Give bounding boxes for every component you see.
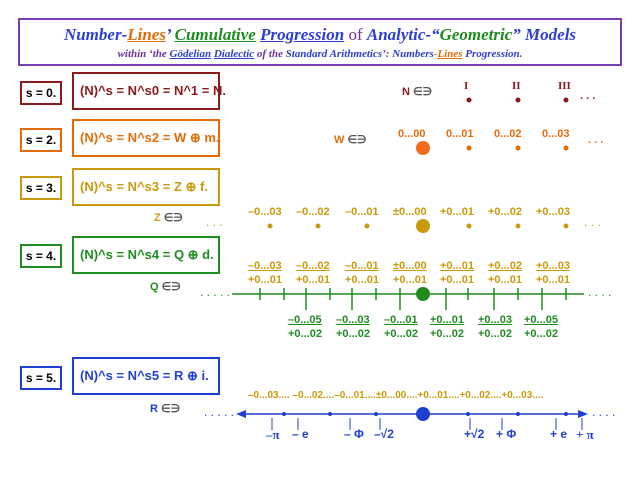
z-label-0: –0...03 (248, 206, 282, 218)
z-point-0 (267, 223, 273, 229)
z-point-6 (563, 223, 569, 229)
s-label-4: s = 4. (20, 244, 62, 268)
q-bot-num-3: +0...01 (430, 314, 464, 326)
z-point-5 (515, 223, 521, 229)
s-label-5: s = 5. (20, 366, 62, 390)
r-mark-7: + π (576, 427, 594, 442)
q-top-num-6: +0...03 (536, 260, 570, 272)
w-label-2: 0...02 (494, 128, 522, 140)
q-bot-den-1: +0...02 (336, 328, 370, 340)
q-bot-den-5: +0...02 (524, 328, 558, 340)
q-right-dots: . . . . (588, 285, 611, 299)
title-line-1: Number-Lines’ Cumulative Progression of … (63, 25, 577, 44)
z-label-5: +0...02 (488, 206, 522, 218)
q-bot-den-4: +0...02 (478, 328, 512, 340)
q-bot-den-0: +0...02 (288, 328, 322, 340)
set-label-Q: Q ∈∋ (150, 281, 181, 293)
q-bot-num-1: –0...03 (336, 314, 370, 326)
q-top-den-2: +0...01 (345, 274, 379, 286)
n-dots: . . . (580, 90, 596, 102)
r-right-dots: . . . . (592, 405, 615, 419)
n-label-1: I (464, 80, 469, 92)
r-point-zero (416, 407, 430, 421)
n-label-3: III (558, 80, 571, 92)
w-label-0: 0...00 (398, 128, 426, 140)
q-bot-num-5: +0...05 (524, 314, 558, 326)
z-right-dots: . . . (584, 215, 601, 229)
z-label-6: +0...03 (536, 206, 570, 218)
q-top-den-0: +0...01 (248, 274, 282, 286)
w-label-3: 0...03 (542, 128, 570, 140)
z-point-1 (315, 223, 321, 229)
r-top-labels: –0...03.... –0...02....–0...01....±0...0… (248, 390, 544, 401)
q-top-den-5: +0...01 (488, 274, 522, 286)
set-label-R: R ∈∋ (150, 403, 181, 415)
r-mark-0: –π (266, 427, 280, 442)
r-mark-6: + e (550, 427, 568, 441)
z-label-3: ±0...00 (393, 206, 427, 218)
formula-s0: (N)^s = N^s0 = N^1 = N. (72, 72, 226, 110)
z-label-4: +0...01 (440, 206, 474, 218)
q-top-den-3: +0...01 (393, 274, 427, 286)
r-mark-3: –√2 (374, 427, 394, 441)
w-label-1: 0...01 (446, 128, 474, 140)
formula-s2: (N)^s = N^s2 = W ⊕ m. (72, 119, 220, 157)
n-label-2: II (512, 80, 521, 92)
q-top-num-0: –0...03 (248, 260, 282, 272)
q-top-num-1: –0...02 (296, 260, 330, 272)
formula-s4: (N)^s = N^s4 = Q ⊕ d. (72, 236, 220, 274)
r-left-dots: . . . . . (204, 405, 234, 419)
q-top-num-4: +0...01 (440, 260, 474, 272)
z-left-dots: . . . (206, 215, 223, 229)
n-point-3 (563, 97, 569, 103)
w-dots: . . . (588, 134, 604, 146)
q-left-dots: . . . . . (200, 285, 230, 299)
n-point-2 (515, 97, 521, 103)
r-mark-4: +√2 (464, 427, 485, 441)
s-label-0: s = 0. (20, 81, 62, 105)
s-label-3: s = 3. (20, 176, 62, 200)
q-bot-num-4: +0...03 (478, 314, 512, 326)
s-label-2: s = 2. (20, 128, 62, 152)
q-bot-num-2: –0...01 (384, 314, 418, 326)
q-top-num-5: +0...02 (488, 260, 522, 272)
w-point-2 (515, 145, 521, 151)
r-arrow-right (578, 410, 588, 418)
q-top-den-1: +0...01 (296, 274, 330, 286)
z-point-2 (364, 223, 370, 229)
n-point-1 (466, 97, 472, 103)
r-mark-2: – Φ (344, 427, 364, 441)
w-point-3 (563, 145, 569, 151)
set-label-N: N ∈∋ (402, 86, 433, 98)
set-label-W: W ∈∋ (334, 134, 367, 146)
q-bot-den-3: +0...02 (430, 328, 464, 340)
formula-s5: (N)^s = N^s5 = R ⊕ i. (72, 357, 220, 395)
r-mark-5: + Φ (496, 427, 517, 441)
q-top-num-2: –0...01 (345, 260, 379, 272)
r-arrow-left (236, 410, 246, 418)
title-box: Number-Lines’ Cumulative Progression of … (18, 18, 622, 66)
r-mark-1: – e (292, 427, 309, 441)
q-top-den-6: +0...01 (536, 274, 570, 286)
z-label-1: –0...02 (296, 206, 330, 218)
set-label-Z: Z ∈∋ (154, 212, 183, 224)
w-point-1 (466, 145, 472, 151)
q-bot-num-0: –0...05 (288, 314, 322, 326)
z-label-2: –0...01 (345, 206, 379, 218)
w-point-0 (416, 141, 430, 155)
q-top-num-3: ±0...00 (393, 260, 427, 272)
z-point-4 (466, 223, 472, 229)
q-point-zero (416, 287, 430, 301)
formula-s3: (N)^s = N^s3 = Z ⊕ f. (72, 168, 220, 206)
q-top-den-4: +0...01 (440, 274, 474, 286)
z-point-3 (416, 219, 430, 233)
title-line-2: within ‘the Gödelian Dialectic of the St… (117, 48, 523, 60)
q-bot-den-2: +0...02 (384, 328, 418, 340)
